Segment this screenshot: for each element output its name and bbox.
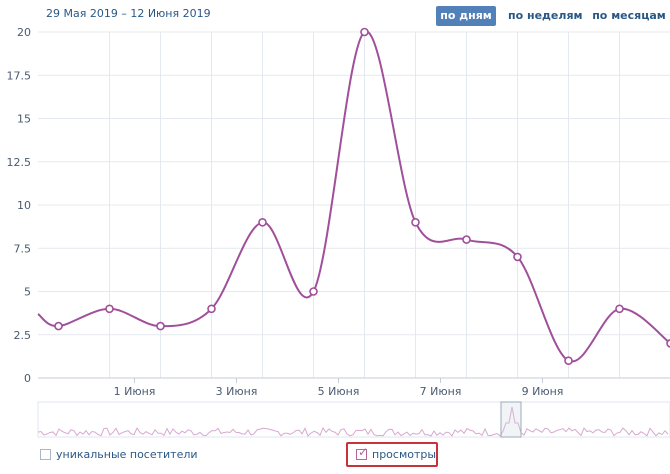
series-line-views	[37, 30, 670, 363]
data-point-5[interactable]	[258, 218, 267, 227]
navigator-frame	[37, 401, 670, 438]
chart-grid	[38, 31, 670, 379]
navigator-series	[37, 406, 669, 437]
unique-visitors-checkbox[interactable]	[40, 449, 51, 460]
y-tick-label: 2.5	[14, 329, 32, 342]
data-point-8[interactable]	[411, 218, 420, 227]
y-axis-ticks: 0 2.5 5 7.5 10 12.5 15 17.5 20	[7, 26, 32, 385]
data-point-3[interactable]	[156, 321, 165, 331]
tab-by-days[interactable]: по дням	[436, 6, 496, 26]
legend-unique-visitors-label: уникальные посетители	[56, 448, 198, 461]
data-point-9[interactable]	[462, 235, 471, 244]
y-tick-label: 7.5	[14, 242, 32, 255]
x-axis-ticks: 1 Июня 3 Июня 5 Июня 7 Июня 9 Июня	[114, 378, 564, 398]
y-tick-label: 12.5	[7, 156, 32, 169]
tab-by-weeks[interactable]: по неделям	[508, 9, 583, 22]
check-icon: ✓	[358, 445, 369, 459]
y-tick-label: 17.5	[7, 69, 32, 82]
x-tick-label: 9 Июня	[522, 385, 564, 398]
data-point-4[interactable]	[207, 304, 216, 314]
range-navigator[interactable]	[37, 401, 670, 438]
y-tick-label: 5	[24, 286, 31, 299]
y-tick-label: 0	[24, 372, 31, 385]
date-range: 29 Мая 2019 – 12 Июня 2019	[46, 7, 211, 20]
legend-unique-visitors[interactable]: уникальные посетители	[40, 447, 198, 463]
x-tick-label: 5 Июня	[318, 385, 360, 398]
data-point-6[interactable]	[309, 287, 318, 296]
data-point-12[interactable]	[615, 304, 624, 314]
navigator-window[interactable]	[500, 401, 522, 438]
data-point-7[interactable]	[360, 27, 369, 37]
series-points	[54, 27, 670, 366]
legend-views[interactable]: ✓ просмотры	[356, 445, 437, 463]
data-point-11[interactable]	[564, 356, 573, 366]
data-point-10[interactable]	[513, 252, 522, 262]
views-checkbox[interactable]: ✓	[356, 445, 369, 460]
y-tick-label: 10	[17, 199, 31, 212]
data-point-13[interactable]	[666, 339, 670, 348]
data-point-2[interactable]	[105, 304, 114, 314]
tab-by-months[interactable]: по месяцам	[592, 9, 666, 22]
x-tick-label: 1 Июня	[114, 385, 156, 398]
x-tick-label: 3 Июня	[216, 385, 258, 398]
x-tick-label: 7 Июня	[420, 385, 462, 398]
y-tick-label: 15	[17, 113, 31, 126]
y-tick-label: 20	[17, 26, 31, 39]
data-point-1[interactable]	[54, 321, 63, 331]
legend-views-label: просмотры	[372, 448, 437, 461]
highlight-frame	[346, 442, 438, 467]
